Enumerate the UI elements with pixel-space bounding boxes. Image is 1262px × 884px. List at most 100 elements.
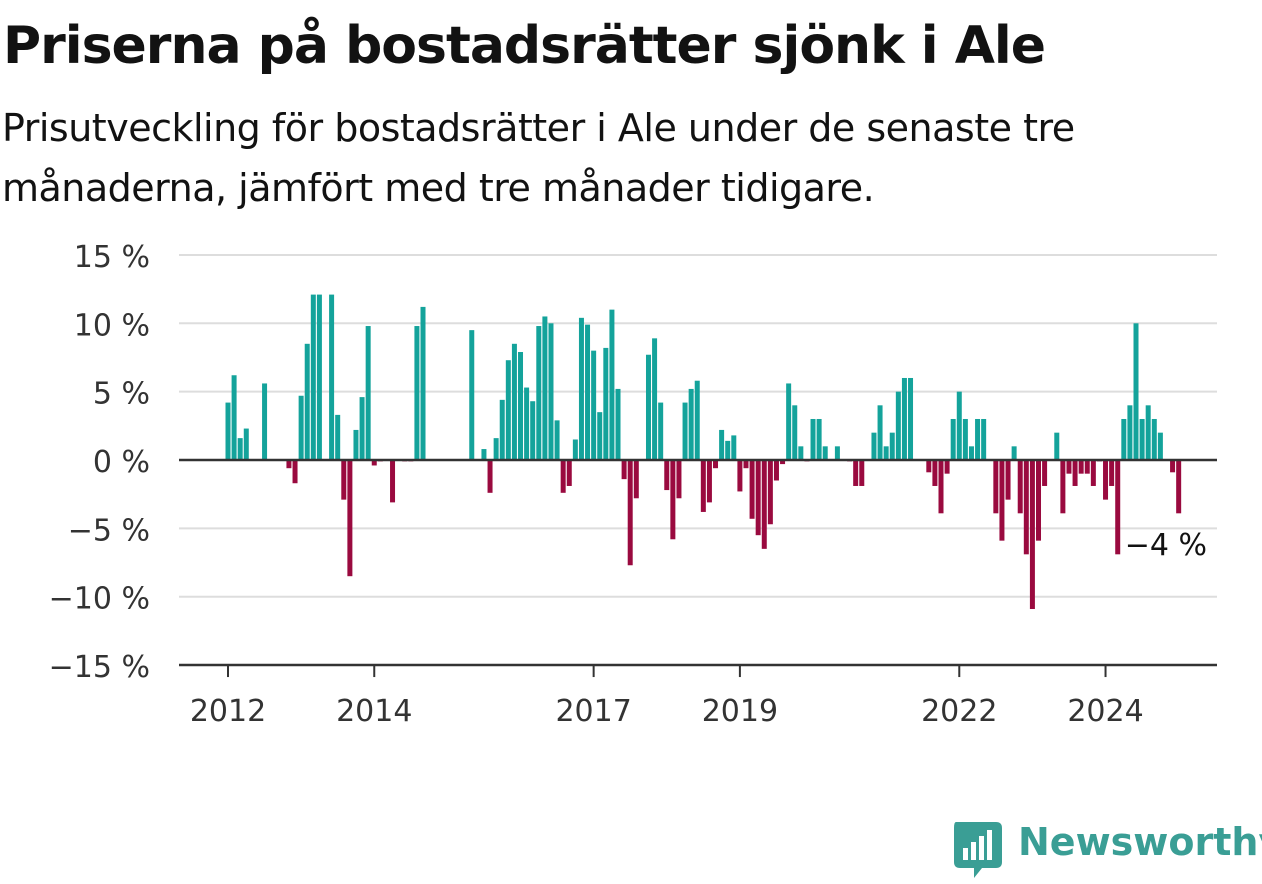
bar — [1121, 418, 1127, 460]
bar — [981, 418, 987, 460]
bar — [871, 432, 877, 460]
bar — [706, 460, 712, 503]
y-tick-label: 0 % — [93, 445, 150, 480]
bar — [676, 460, 682, 499]
bar — [524, 387, 530, 460]
bar — [578, 317, 584, 460]
newsworthy-logo-icon — [954, 822, 1002, 878]
bar — [365, 326, 371, 460]
bar — [938, 460, 944, 514]
y-tick-label: 15 % — [74, 240, 150, 275]
bar — [670, 460, 676, 540]
bar — [999, 460, 1005, 541]
y-tick-label: 10 % — [74, 308, 150, 343]
bar — [889, 432, 895, 460]
bar — [1060, 460, 1066, 514]
bar — [1127, 405, 1133, 460]
bar — [713, 460, 719, 469]
bar — [505, 360, 511, 460]
bar — [627, 460, 633, 566]
bar — [700, 460, 706, 512]
bar — [304, 343, 310, 460]
bar — [1103, 460, 1109, 500]
bar — [816, 418, 822, 460]
chart-title: Priserna på bostadsrätter sjönk i Ale — [3, 16, 1046, 76]
bar — [645, 354, 651, 460]
bar — [633, 460, 639, 499]
bar — [335, 414, 341, 460]
bar — [353, 429, 359, 460]
bar — [1029, 460, 1035, 610]
bar — [1023, 460, 1029, 555]
bar — [883, 446, 889, 460]
bar — [511, 343, 517, 460]
bar — [231, 375, 237, 460]
bar — [530, 401, 536, 460]
bar — [329, 294, 335, 460]
bar — [347, 460, 353, 577]
bar — [609, 309, 615, 460]
bar — [518, 352, 524, 460]
bar — [1109, 460, 1115, 486]
bar — [566, 460, 572, 486]
bar — [688, 388, 694, 460]
bar — [1072, 460, 1078, 486]
bar — [548, 323, 554, 460]
bar — [420, 306, 426, 460]
bar — [767, 460, 773, 525]
bar — [1151, 418, 1157, 460]
bar — [975, 418, 981, 460]
bar — [780, 460, 786, 465]
bar — [591, 350, 597, 460]
bar — [743, 460, 749, 469]
annotation-label: −4 % — [1125, 528, 1207, 563]
bar — [731, 435, 737, 460]
bar — [658, 402, 664, 460]
bar — [225, 402, 231, 460]
bar — [371, 460, 377, 466]
bar — [1066, 460, 1072, 474]
bar — [956, 391, 962, 460]
bar — [414, 326, 420, 460]
bar — [853, 460, 859, 486]
bar — [603, 347, 609, 460]
bar — [499, 399, 505, 460]
bar — [1145, 405, 1151, 460]
bar — [652, 338, 658, 460]
x-tick-label: 2019 — [702, 694, 778, 729]
x-tick-label: 2017 — [555, 694, 631, 729]
bar — [1090, 460, 1096, 486]
bar — [682, 402, 688, 460]
bar — [1170, 460, 1176, 473]
bar — [719, 429, 725, 460]
bar — [932, 460, 938, 486]
bar — [237, 438, 243, 460]
bar — [664, 460, 670, 491]
bar — [390, 460, 396, 503]
bar — [822, 446, 828, 460]
bar — [481, 449, 487, 460]
bar — [877, 405, 883, 460]
bar — [621, 460, 627, 480]
bar — [1133, 323, 1139, 460]
bar — [749, 460, 755, 519]
bar — [895, 391, 901, 460]
newsworthy-brand: Newsworthy — [950, 818, 1262, 878]
bar — [950, 418, 956, 460]
brand-name: Newsworthy — [1018, 820, 1262, 864]
bar — [1036, 460, 1042, 541]
bar — [542, 316, 548, 460]
y-tick-label: −5 % — [68, 513, 150, 548]
bar — [560, 460, 566, 493]
bar — [725, 440, 731, 460]
bar — [1139, 418, 1145, 460]
bar — [1078, 460, 1084, 474]
bar — [1176, 460, 1182, 514]
bar — [1054, 432, 1060, 460]
bar — [469, 330, 475, 460]
bar — [737, 460, 743, 492]
bar — [1005, 460, 1011, 500]
bar — [1042, 460, 1048, 486]
bar — [316, 294, 322, 460]
